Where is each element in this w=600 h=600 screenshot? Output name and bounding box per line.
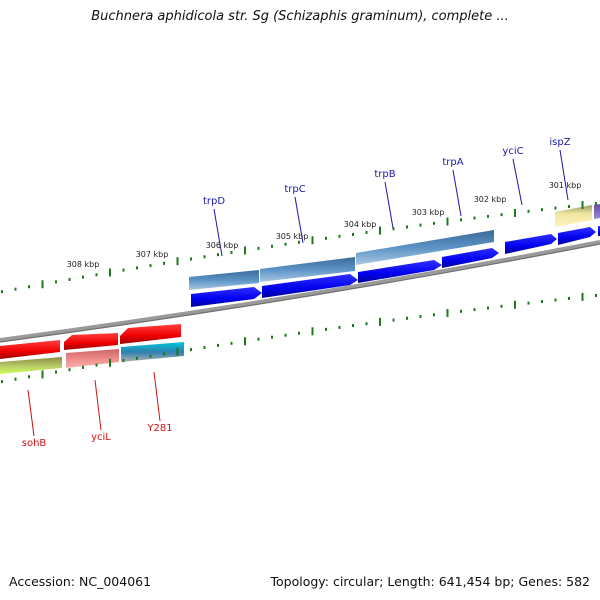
gene-label-ispZ[interactable]: ispZ	[549, 137, 570, 148]
gene-label-trpC[interactable]: trpC	[284, 184, 305, 195]
ruler-ticks-lower	[1, 292, 597, 384]
gene-feature-blue[interactable]	[191, 287, 262, 307]
gene-feature-blue[interactable]	[505, 234, 557, 254]
gene-label-Y281[interactable]: Y281	[146, 423, 172, 434]
gene-label-sohB[interactable]: sohB	[22, 438, 47, 449]
gene-feature-teal[interactable]	[121, 342, 184, 362]
gene-label-leader	[213, 208, 223, 257]
gene-label-leader	[559, 149, 569, 201]
gene-label-leader	[294, 196, 304, 244]
gene-label-trpA[interactable]: trpA	[442, 157, 463, 168]
reverse-gene-labels: Y281 yciL sohB	[22, 371, 173, 449]
forward-strand-features	[189, 204, 600, 307]
gene-feature-blue[interactable]	[262, 274, 358, 298]
ruler-label: 303 kbp	[412, 208, 445, 217]
gene-label-trpD[interactable]: trpD	[203, 196, 225, 207]
gene-feature-blue[interactable]	[358, 260, 442, 283]
gene-label-leader	[512, 158, 523, 206]
gene-feature-red[interactable]	[64, 333, 118, 350]
trp-operon-feature[interactable]	[189, 270, 259, 290]
ruler-labels: 301 kbp 302 kbp 303 kbp 304 kbp 305 kbp 306 k…	[67, 181, 582, 269]
gene-label-yciC[interactable]: yciC	[502, 146, 523, 157]
gene-label-leader	[384, 181, 394, 229]
ruler-label: 307 kbp	[136, 250, 169, 259]
gene-label-leader	[27, 389, 35, 437]
ruler-label: 308 kbp	[67, 260, 100, 269]
gene-label-yciL[interactable]: yciL	[91, 432, 111, 443]
reverse-strand-features	[0, 324, 184, 374]
ruler-label: 302 kbp	[474, 195, 507, 204]
gene-feature-olive[interactable]	[0, 357, 62, 374]
gene-feature-red[interactable]	[0, 340, 60, 359]
ruler-ticks-upper	[1, 200, 597, 294]
gene-feature-pink[interactable]	[66, 349, 119, 368]
topology-summary: Topology: circular; Length: 641,454 bp; …	[270, 574, 591, 589]
gene-feature-red[interactable]	[120, 324, 181, 344]
gene-feature-blue[interactable]	[558, 227, 596, 245]
gene-feature-blue[interactable]	[442, 248, 499, 268]
genome-backbone-shadow	[0, 243, 600, 343]
ruler-label: 306 kbp	[206, 241, 239, 250]
gene-label-leader	[452, 169, 462, 217]
ruler-label: 301 kbp	[549, 181, 582, 190]
gene-label-trpB[interactable]: trpB	[374, 169, 395, 180]
map-title: Buchnera aphidicola str. Sg (Schizaphis …	[91, 9, 509, 24]
trp-operon-feature[interactable]	[260, 257, 355, 282]
ruler-label: 304 kbp	[344, 220, 377, 229]
genome-backbone	[0, 240, 600, 342]
gene-label-leader	[94, 379, 102, 431]
gene-feature-purple[interactable]	[594, 204, 600, 219]
trp-operon-feature[interactable]	[356, 230, 494, 265]
ruler-label: 305 kbp	[276, 232, 309, 241]
forward-gene-labels: ispZ yciC trpA trpB trpC trpD	[203, 137, 571, 257]
gene-label-leader	[153, 371, 161, 422]
gene-feature-yellow[interactable]	[555, 205, 592, 227]
accession-text: Accession: NC_004061	[9, 574, 152, 589]
